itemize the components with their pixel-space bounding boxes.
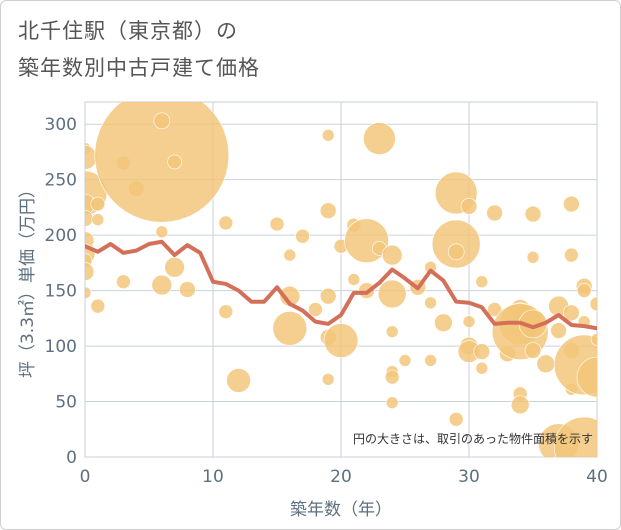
- bubble-point: [510, 395, 530, 415]
- bubble-point: [272, 311, 308, 346]
- bubble-point: [363, 122, 396, 155]
- bubble-point: [94, 102, 230, 223]
- bubble-point: [179, 281, 196, 298]
- bubble-point: [447, 243, 465, 261]
- bubble-point: [319, 202, 337, 220]
- bubble-point: [576, 283, 592, 298]
- bubble-point: [526, 251, 540, 264]
- bubble-point: [164, 256, 185, 278]
- bubble-point: [218, 304, 234, 319]
- bubble-point: [377, 279, 407, 309]
- bubble-point: [473, 343, 491, 360]
- bubble-point: [283, 248, 297, 262]
- x-tick-label: 40: [586, 467, 608, 487]
- bubble-point: [85, 210, 94, 227]
- bubble-point: [347, 273, 361, 286]
- bubble-point: [321, 128, 335, 142]
- bubble-point: [85, 286, 92, 300]
- bubble-point: [381, 244, 403, 266]
- bubble-point: [116, 274, 131, 290]
- bubble-point: [590, 333, 597, 346]
- bubble-point: [384, 369, 400, 385]
- bubble-point: [321, 373, 335, 386]
- average-line: [85, 239, 597, 331]
- bubble-point: [398, 354, 412, 367]
- bubble-point: [85, 262, 95, 282]
- bubble-point: [226, 368, 251, 393]
- bubble-point: [487, 302, 502, 317]
- bubble-point: [319, 287, 337, 305]
- bubble-point: [308, 302, 323, 317]
- y-tick-label: 250: [45, 171, 77, 191]
- bubble-point: [460, 197, 478, 215]
- bubble-point: [155, 225, 169, 239]
- bubble-point: [269, 216, 285, 232]
- bubble-point: [295, 228, 310, 244]
- x-tick-label: 0: [80, 467, 91, 487]
- chart-title-line2: 築年数別中古戸建て価格: [18, 56, 260, 80]
- y-tick-label: 100: [45, 337, 77, 357]
- y-tick-label: 50: [55, 393, 77, 413]
- bubble-point: [524, 342, 542, 359]
- bubble-point: [564, 247, 579, 263]
- bubble-point: [151, 274, 173, 296]
- bubble-point: [524, 205, 542, 223]
- bubble-point: [553, 416, 597, 457]
- y-tick-label: 300: [45, 115, 77, 135]
- x-axis-label: 築年数（年）: [290, 500, 392, 520]
- size-annotation: 円の大きさは、取引のあった物件面積を示す: [353, 431, 593, 446]
- bubble-point: [434, 313, 453, 333]
- y-tick-label: 0: [66, 448, 77, 468]
- bubble-point: [385, 325, 399, 338]
- bubble-point: [424, 296, 437, 310]
- bubble-point: [424, 354, 437, 367]
- bubble-point: [563, 304, 580, 322]
- bubble-point: [91, 213, 105, 226]
- y-axis-label: 坪（3.3㎡）単価（万円）: [18, 181, 38, 378]
- bubble-point: [536, 354, 556, 374]
- bubble-point: [576, 356, 597, 398]
- x-tick-label: 10: [202, 467, 224, 487]
- y-tick-label: 150: [45, 282, 77, 302]
- bubble-point: [85, 145, 98, 170]
- bubble-point: [153, 112, 171, 130]
- bubble-point: [550, 322, 567, 339]
- bubble-point: [385, 396, 399, 409]
- bubbles: [85, 102, 597, 457]
- axes: 0 50 100 150 200 250 300 0 10 20 30 40: [45, 115, 608, 487]
- bubble-point: [218, 215, 234, 231]
- bubble-point: [589, 296, 597, 312]
- bubble-point: [90, 298, 106, 314]
- bubble-point: [475, 361, 489, 375]
- bubble-point: [448, 411, 464, 427]
- x-tick-label: 20: [330, 467, 352, 487]
- bubble-point: [90, 196, 106, 212]
- x-tick-label: 30: [458, 467, 480, 487]
- series-line: [85, 239, 597, 331]
- chart-title-line1: 北千住駅（東京都）の: [18, 19, 238, 43]
- bubble-point: [563, 195, 580, 213]
- y-tick-label: 200: [45, 226, 77, 246]
- bubble-point: [486, 204, 503, 222]
- bubble-point: [462, 315, 476, 328]
- bubble-point: [167, 154, 182, 170]
- bubble-point: [323, 323, 359, 358]
- bubble-point: [475, 275, 489, 289]
